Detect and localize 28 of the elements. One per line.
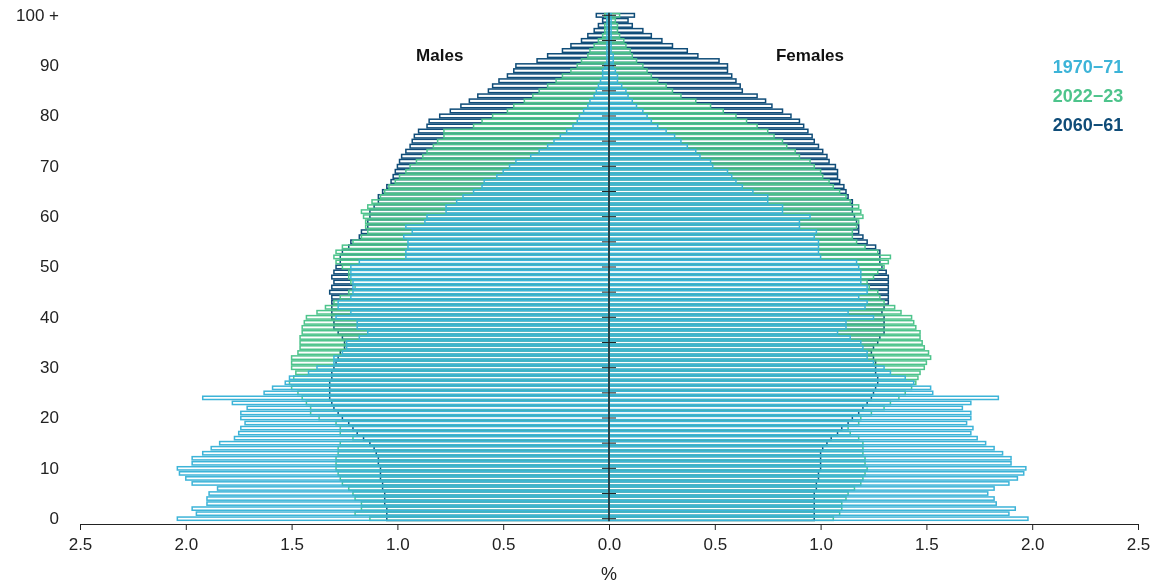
y-tick-label: 70 — [40, 156, 59, 176]
x-tick-label: 1.0 — [386, 535, 410, 554]
x-tick-label: 0.5 — [703, 535, 728, 554]
y-tick-label: 20 — [40, 408, 59, 428]
x-tick-label: 2.0 — [174, 535, 199, 554]
text: 2022−23 — [1052, 86, 1124, 106]
x-tick-label: 1.5 — [915, 535, 939, 554]
annotation: Females — [776, 46, 845, 65]
x-tick-label: 0.0 — [597, 535, 622, 554]
x-tick-label: 2.0 — [1020, 535, 1045, 554]
y-tick-label: 10 — [40, 458, 59, 478]
y-tick-label: 80 — [40, 106, 59, 126]
text: 1970−71 — [1052, 57, 1124, 77]
y-tick-label: 50 — [40, 257, 59, 277]
annotation: Males — [416, 46, 464, 65]
y-tick-label: 0 — [49, 509, 59, 529]
x-tick-label: 1.5 — [280, 535, 304, 554]
y-tick-label: 40 — [40, 307, 59, 327]
y-tick-label: 100 + — [15, 5, 60, 25]
x-tick-label: 0.5 — [491, 535, 516, 554]
y-tick-label: 90 — [40, 56, 59, 76]
x-axis-title: % — [600, 564, 618, 584]
x-tick-label: 1.0 — [809, 535, 833, 554]
y-tick-label: 30 — [40, 358, 59, 378]
x-tick-label: 2.5 — [68, 535, 93, 554]
x-tick-label: 2.5 — [1126, 535, 1151, 554]
text: 2060−61 — [1052, 115, 1124, 135]
y-tick-label: 60 — [40, 207, 59, 227]
